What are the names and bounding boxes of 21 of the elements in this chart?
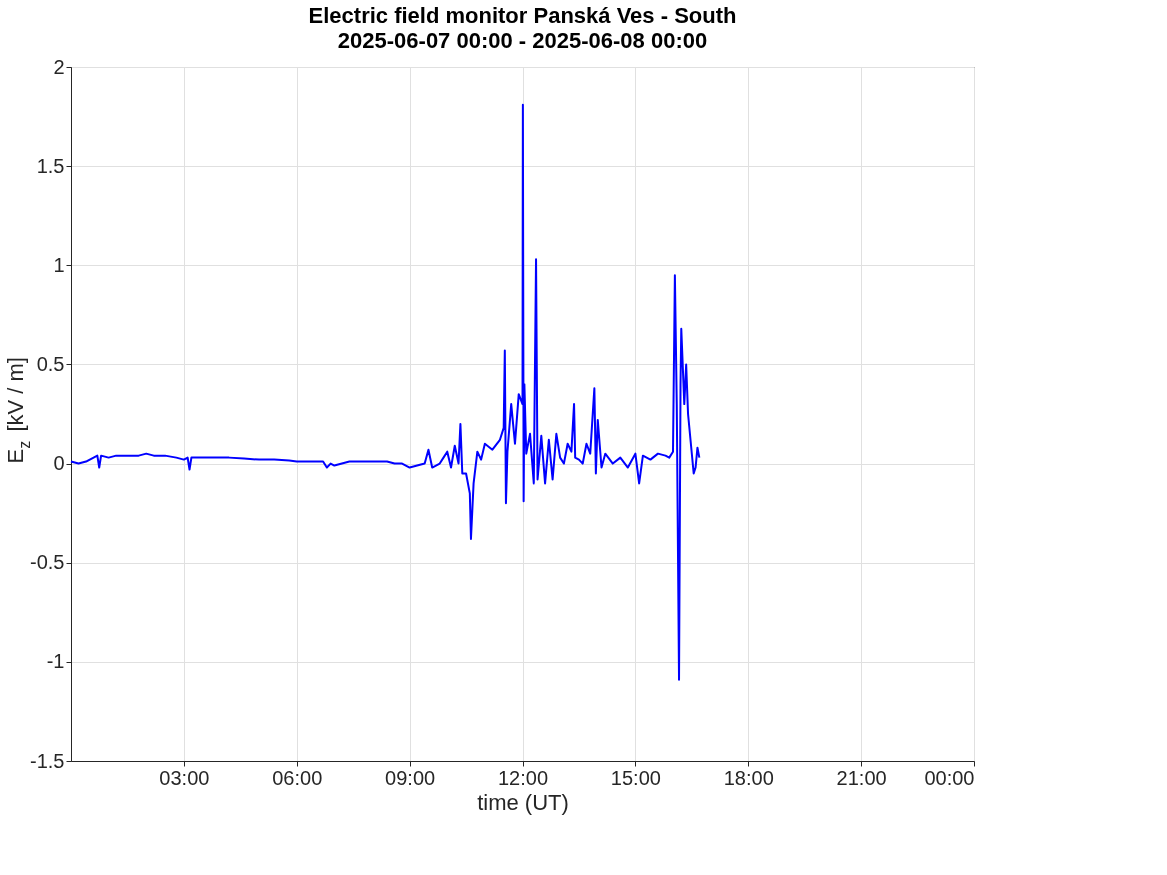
y-tick-label: 2 — [53, 55, 65, 78]
x-tick-label: 09:00 — [385, 766, 436, 789]
chart-subtitle: 2025-06-07 00:00 - 2025-06-08 00:00 — [337, 28, 708, 53]
y-tick-label: -0.5 — [30, 551, 65, 574]
x-tick-label: 15:00 — [610, 766, 661, 789]
x-tick-label: 06:00 — [272, 766, 323, 789]
y-tick-label: 1 — [53, 253, 65, 276]
x-tick-label: 21:00 — [836, 766, 887, 789]
x-tick-label: 12:00 — [497, 766, 549, 789]
x-axis-title: time (UT) — [477, 789, 569, 815]
y-axis-title: Ez [kV / m] — [3, 357, 33, 464]
x-tick-label: 03:00 — [159, 766, 210, 789]
y-tick-label: -1.5 — [30, 749, 65, 772]
x-tick-label: 00:00 — [924, 766, 975, 789]
x-tick-label: 18:00 — [723, 766, 774, 789]
chart-title: Electric field monitor Panská Ves - South — [308, 3, 737, 28]
y-tick-label: 0.5 — [36, 352, 65, 375]
y-tick-label: 0 — [53, 452, 65, 475]
y-tick-label: 1.5 — [36, 154, 65, 177]
line-series — [70, 103, 701, 681]
y-tick-label: -1 — [46, 650, 65, 673]
